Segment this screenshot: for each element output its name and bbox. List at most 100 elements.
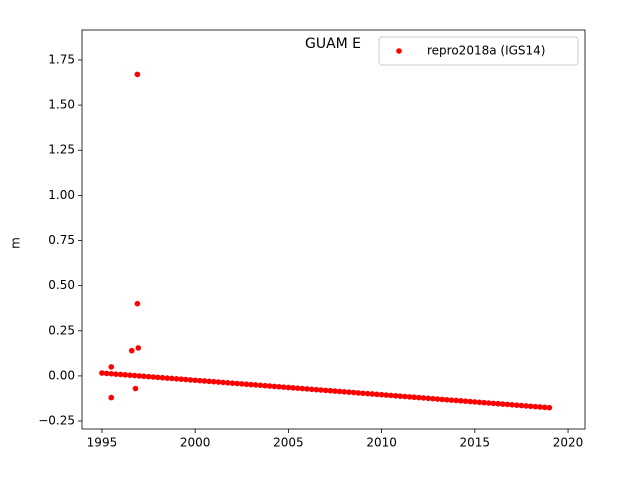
- data-point: [266, 383, 273, 389]
- data-point: [304, 386, 310, 392]
- data-point: [434, 396, 441, 402]
- data-point: [201, 378, 208, 384]
- data-point: [313, 386, 320, 393]
- data-point: [276, 383, 282, 390]
- data-point: [99, 370, 105, 376]
- y-tick-label: 1.50: [48, 98, 75, 112]
- y-tick-label: 0.50: [48, 278, 75, 292]
- data-point: [318, 387, 324, 393]
- x-tick-label: 2020: [553, 436, 584, 450]
- data-point: [462, 398, 469, 404]
- data-point: [215, 379, 222, 385]
- data-point: [183, 376, 189, 383]
- data-point: [299, 385, 306, 392]
- data-point: [504, 401, 511, 408]
- data-point: [145, 373, 152, 380]
- data-point: [425, 395, 432, 402]
- data-point: [411, 394, 418, 401]
- data-point: [350, 389, 357, 396]
- data-point: [523, 403, 529, 409]
- data-point: [355, 390, 362, 396]
- data-point: [280, 384, 287, 390]
- data-point: [485, 400, 492, 406]
- data-point: [472, 399, 478, 405]
- data-point: [439, 396, 445, 403]
- data-point: [397, 393, 404, 399]
- data-point: [197, 377, 203, 384]
- data-point: [159, 374, 166, 381]
- data-point: [117, 371, 124, 378]
- data-point: [113, 371, 119, 377]
- data-point: [150, 374, 157, 380]
- data-point: [131, 372, 138, 379]
- data-point: [134, 71, 141, 78]
- data-point: [364, 390, 371, 397]
- data-point: [173, 376, 180, 382]
- data-point: [420, 395, 427, 401]
- data-point: [229, 380, 236, 386]
- data-point: [169, 375, 175, 382]
- y-tick-label: 0.25: [48, 323, 75, 337]
- data-point: [546, 404, 553, 411]
- data-point: [383, 392, 390, 398]
- data-point: [416, 394, 422, 401]
- data-point: [155, 374, 161, 381]
- plot-frame: [81, 29, 586, 430]
- data-point: [509, 402, 515, 408]
- data-point: [392, 392, 399, 399]
- y-tick-label: 0.75: [48, 233, 75, 247]
- data-point: [513, 402, 520, 408]
- data-point: [192, 377, 198, 384]
- data-point: [108, 370, 115, 377]
- data-point: [537, 404, 543, 410]
- x-tick-label: 2010: [366, 436, 397, 450]
- data-point: [294, 385, 301, 391]
- data-point: [444, 396, 450, 403]
- y-tick-label: 1.00: [48, 188, 75, 202]
- data-point: [108, 364, 115, 370]
- data-point: [243, 381, 250, 388]
- chart-title: GUAM E: [305, 36, 361, 52]
- data-point: [346, 389, 352, 395]
- data-point: [532, 403, 539, 410]
- data-point: [271, 383, 278, 390]
- data-point: [220, 379, 226, 386]
- y-axis-label: m: [9, 237, 23, 249]
- data-point: [490, 400, 497, 407]
- data-point: [541, 404, 548, 411]
- data-point: [252, 382, 259, 388]
- data-point: [234, 380, 240, 387]
- data-point: [136, 373, 143, 379]
- data-point: [224, 379, 231, 386]
- data-point: [458, 398, 464, 404]
- data-point: [518, 402, 525, 409]
- data-point: [128, 347, 135, 354]
- x-tick-label: 2005: [273, 436, 304, 450]
- data-point: [257, 382, 264, 389]
- data-point: [127, 372, 133, 378]
- data-point: [327, 387, 334, 394]
- y-tick-label: −0.25: [38, 414, 75, 428]
- data-point: [378, 391, 385, 398]
- data-point: [238, 381, 245, 387]
- data-point: [406, 394, 413, 400]
- data-point: [308, 386, 315, 393]
- y-tick-label: 1.25: [48, 143, 75, 157]
- x-tick-label: 1995: [87, 436, 118, 450]
- data-point: [122, 372, 129, 378]
- data-point: [262, 382, 268, 389]
- data-point: [341, 389, 348, 395]
- data-point: [402, 393, 408, 400]
- data-point: [448, 397, 455, 403]
- data-point: [132, 385, 139, 392]
- data-point: [388, 392, 394, 399]
- data-point: [103, 370, 110, 377]
- data-point: [499, 401, 506, 407]
- legend: repro2018a (IGS14): [378, 36, 579, 66]
- data-point: [187, 377, 194, 383]
- x-tick-label: 2015: [460, 436, 491, 450]
- y-tick-label: 1.75: [48, 52, 75, 66]
- data-point: [360, 390, 366, 397]
- data-point: [141, 373, 147, 380]
